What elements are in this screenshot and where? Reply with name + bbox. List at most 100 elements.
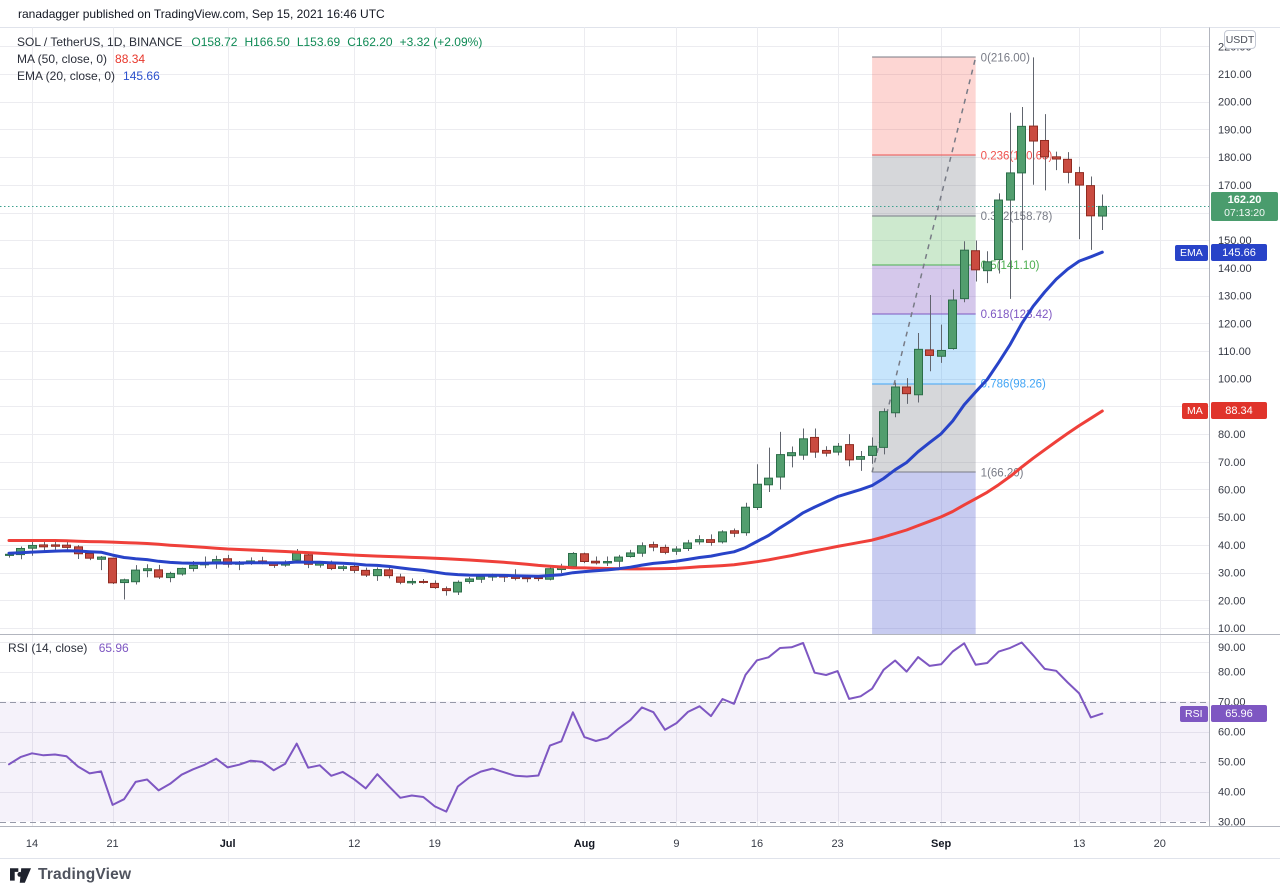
rsi-tick-label: 90.00 xyxy=(1218,642,1246,654)
candle-up xyxy=(189,564,198,569)
last-price-value: 162.20 xyxy=(1227,193,1262,206)
candle-down xyxy=(591,560,600,564)
rsi-value-badge: 65.96 xyxy=(1211,705,1267,722)
rsi-pane xyxy=(0,641,1209,823)
rsi-tick-label: 30.00 xyxy=(1218,817,1246,829)
legend-ma-value: 88.34 xyxy=(115,52,146,66)
candle-up xyxy=(983,261,992,272)
fib-level-label: 0(216.00) xyxy=(981,52,1030,64)
fib-level-label: 0.618(123.42) xyxy=(981,309,1053,321)
candle-up xyxy=(856,456,865,460)
candle-down xyxy=(706,539,715,543)
legend-ema-row[interactable]: EMA (20, close, 0) 145.66 xyxy=(17,68,482,85)
candle-up xyxy=(453,581,462,593)
candle-down xyxy=(85,552,94,559)
time-tick-label: 21 xyxy=(106,838,118,850)
price-tick-label: 80.00 xyxy=(1218,429,1246,441)
candle-down xyxy=(810,436,819,453)
time-tick-label: Jul xyxy=(220,838,236,850)
fib-level-label: 0.236(180.65) xyxy=(981,150,1053,162)
price-tick-label: 190.00 xyxy=(1218,124,1252,136)
legend-low: L153.69 xyxy=(296,35,341,49)
price-tick-label: 110.00 xyxy=(1218,346,1251,358)
candle-down xyxy=(1040,139,1049,158)
candle-down xyxy=(534,577,543,580)
candle-down xyxy=(1075,172,1084,186)
candle-up xyxy=(143,568,152,572)
fib-band xyxy=(872,155,976,216)
candle-down xyxy=(304,554,313,565)
candle-up xyxy=(338,566,347,569)
candle-down xyxy=(971,250,980,271)
legend-ma-row[interactable]: MA (50, close, 0) 88.34 xyxy=(17,51,482,68)
ema-value-badge: 145.66 xyxy=(1211,244,1267,261)
candle-up xyxy=(799,438,808,456)
fib-band xyxy=(872,472,976,634)
rsi-tick-label: 60.00 xyxy=(1218,727,1246,739)
legend-ema-value: 145.66 xyxy=(123,69,160,83)
candle-down xyxy=(522,577,531,580)
candle-up xyxy=(1006,172,1015,201)
fib-level-label: 0.786(98.26) xyxy=(981,379,1046,391)
fib-trendline xyxy=(871,57,977,473)
candle-up xyxy=(97,556,106,560)
rsi-legend[interactable]: RSI (14, close) 65.96 xyxy=(8,641,129,655)
candle-up xyxy=(1098,205,1107,217)
legend-close: C162.20 xyxy=(347,35,393,49)
fib-level-label: 1(66.20) xyxy=(981,467,1024,479)
candle-up xyxy=(787,452,796,457)
candle-down xyxy=(649,544,658,548)
candle-down xyxy=(660,546,669,553)
candle-down xyxy=(396,576,405,583)
price-tick-label: 10.00 xyxy=(1218,623,1246,635)
candle-up xyxy=(672,548,681,552)
ema-axis-label: EMA xyxy=(1175,244,1208,261)
candle-up xyxy=(764,477,773,486)
candle-up xyxy=(776,454,785,478)
candle-down xyxy=(39,544,48,548)
candle-up xyxy=(28,544,37,549)
candle-down xyxy=(154,569,163,578)
candle-up xyxy=(683,542,692,549)
candle-down xyxy=(902,386,911,395)
candle-up xyxy=(131,569,140,583)
price-tick-label: 50.00 xyxy=(1218,512,1246,524)
candle-up xyxy=(465,578,474,582)
candle-up xyxy=(166,572,175,579)
candle-up xyxy=(914,348,923,396)
fib-level-label: 0.382(158.78) xyxy=(981,211,1053,223)
ma-value-badge: 88.34 xyxy=(1211,402,1267,419)
legend-ema-label: EMA (20, close, 0) xyxy=(17,69,116,83)
candle-up xyxy=(120,579,129,584)
candle-up xyxy=(994,199,1003,261)
ema20-line xyxy=(7,250,1104,578)
rsi-tick-label: 80.00 xyxy=(1218,667,1246,679)
fib-band xyxy=(872,215,976,265)
candle-down xyxy=(384,569,393,577)
fib-band xyxy=(872,264,976,314)
legend-ohlc: O158.72 H166.50 L153.69 C162.20 +3.32 (+2.09… xyxy=(191,34,482,51)
currency-badge[interactable]: USDT xyxy=(1224,30,1256,49)
price-tick-label: 200.00 xyxy=(1218,97,1252,109)
candle-up xyxy=(868,445,877,456)
fib-band xyxy=(872,57,976,156)
price-tick-label: 20.00 xyxy=(1218,595,1246,607)
legend-symbol-row[interactable]: SOL / TetherUS, 1D, BINANCE O158.72 H166.… xyxy=(17,34,482,51)
candle-down xyxy=(430,582,439,589)
candle-down xyxy=(108,557,117,584)
tradingview-footer[interactable]: TradingView xyxy=(10,866,131,884)
candle-up xyxy=(960,249,969,300)
publish-headline: ranadagger published on TradingView.com,… xyxy=(18,7,385,21)
candle-down xyxy=(350,565,359,571)
candle-up xyxy=(741,506,750,534)
candle-down xyxy=(419,580,428,583)
tradingview-brand-text: TradingView xyxy=(38,866,132,883)
candle-up xyxy=(753,483,762,508)
price-tick-label: 140.00 xyxy=(1218,263,1252,275)
rsi-axis-label: RSI xyxy=(1180,705,1208,722)
chart-legend: SOL / TetherUS, 1D, BINANCE O158.72 H166.… xyxy=(17,34,482,85)
price-tick-label: 170.00 xyxy=(1218,180,1252,192)
ma50-line xyxy=(7,409,1104,571)
